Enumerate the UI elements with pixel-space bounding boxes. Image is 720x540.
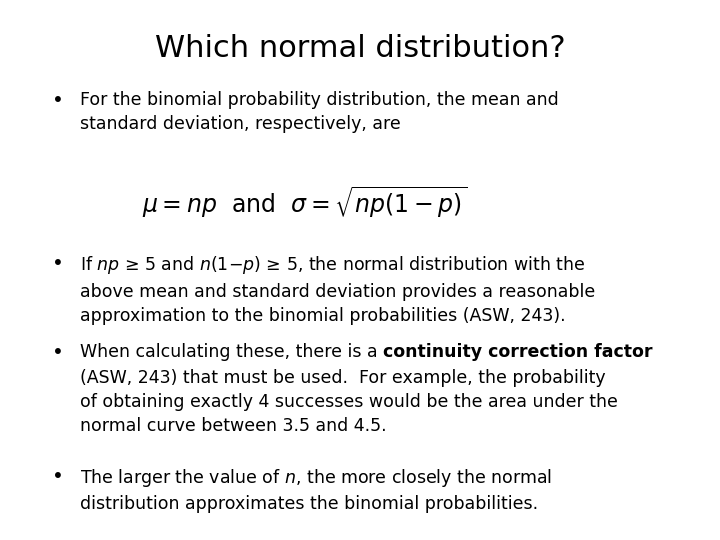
Text: Ag: Ag bbox=[0, 539, 1, 540]
Text: •: • bbox=[53, 467, 64, 486]
Text: •: • bbox=[53, 91, 64, 110]
Text: continuity correction factor: continuity correction factor bbox=[383, 342, 653, 361]
Text: (ASW, 243) that must be used.  For example, the probability
of obtaining exactly: (ASW, 243) that must be used. For exampl… bbox=[80, 369, 618, 435]
Text: Which normal distribution?: Which normal distribution? bbox=[155, 34, 565, 63]
Text: •: • bbox=[53, 342, 64, 362]
Text: $\mu = np$  and  $\sigma = \sqrt{np(1-p)}$: $\mu = np$ and $\sigma = \sqrt{np(1-p)}$ bbox=[142, 185, 467, 220]
Text: For the binomial probability distribution, the mean and
standard deviation, resp: For the binomial probability distributio… bbox=[80, 91, 559, 133]
Text: The larger the value of $n$, the more closely the normal
distribution approximat: The larger the value of $n$, the more cl… bbox=[80, 467, 552, 514]
Text: If $np$ ≥ 5 and $n(1{-}p)$ ≥ 5, the normal distribution with the
above mean and : If $np$ ≥ 5 and $n(1{-}p)$ ≥ 5, the norm… bbox=[80, 254, 595, 325]
Text: •: • bbox=[53, 254, 64, 273]
Text: When calculating these, there is a: When calculating these, there is a bbox=[80, 342, 383, 361]
